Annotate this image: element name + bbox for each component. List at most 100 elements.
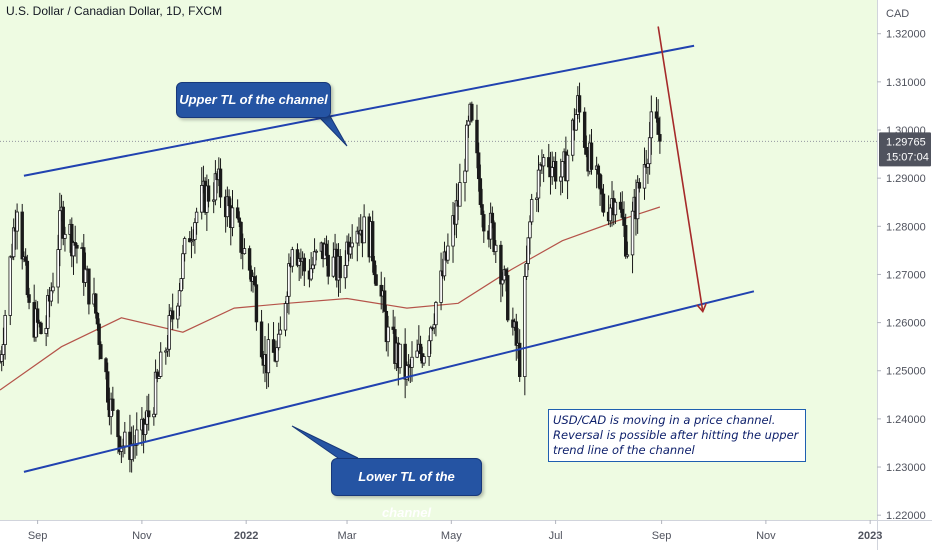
time-axis-label[interactable]: 2023 — [858, 530, 882, 542]
candle[interactable] — [271, 322, 276, 353]
candle[interactable] — [470, 101, 474, 123]
candle[interactable] — [499, 240, 503, 303]
candle[interactable] — [589, 128, 594, 175]
candle[interactable] — [560, 160, 565, 193]
candle[interactable] — [254, 275, 259, 331]
price-axis-label[interactable]: 1.24000 — [886, 414, 926, 426]
candle[interactable] — [170, 293, 175, 330]
candle[interactable] — [482, 210, 486, 243]
candle[interactable] — [283, 301, 288, 337]
price-axis-label[interactable]: 1.26000 — [886, 318, 926, 330]
candle[interactable] — [278, 316, 283, 335]
candle[interactable] — [446, 233, 450, 264]
candle[interactable] — [613, 199, 618, 224]
candle[interactable] — [312, 238, 317, 269]
candle[interactable] — [82, 234, 86, 296]
candle[interactable] — [642, 147, 647, 200]
upper-trendline[interactable] — [23, 44, 695, 177]
forecast-arrow[interactable] — [657, 26, 702, 310]
candle[interactable] — [11, 218, 16, 261]
candle[interactable] — [213, 160, 218, 206]
candle[interactable] — [167, 304, 171, 357]
candle[interactable] — [458, 163, 462, 207]
candle[interactable] — [206, 179, 211, 208]
candle[interactable] — [494, 240, 498, 264]
candle[interactable] — [362, 204, 366, 244]
lower-trendline-callout[interactable]: Lower TL of the channel — [331, 458, 482, 520]
candle[interactable] — [25, 254, 30, 298]
candle[interactable] — [111, 386, 115, 416]
candle[interactable] — [193, 218, 197, 254]
candle[interactable] — [625, 241, 630, 259]
candle[interactable] — [637, 178, 642, 193]
candle[interactable] — [658, 116, 662, 154]
candle[interactable] — [451, 201, 455, 263]
candle[interactable] — [27, 287, 31, 310]
candle[interactable] — [230, 190, 235, 237]
time-axis-label[interactable]: Jul — [549, 530, 563, 542]
candle[interactable] — [153, 359, 158, 418]
candle[interactable] — [182, 236, 187, 262]
candle[interactable] — [506, 267, 510, 323]
candle[interactable] — [529, 193, 534, 225]
candle[interactable] — [350, 224, 354, 259]
candle[interactable] — [49, 282, 53, 307]
candle[interactable] — [454, 183, 459, 239]
candle[interactable] — [314, 249, 318, 261]
lower-trendline[interactable] — [23, 290, 755, 473]
time-axis-label[interactable]: Mar — [338, 530, 357, 542]
candle[interactable] — [123, 421, 127, 455]
candle[interactable] — [601, 184, 606, 217]
candle[interactable] — [15, 203, 19, 250]
candle[interactable] — [106, 362, 110, 411]
candle[interactable] — [83, 252, 88, 287]
candle[interactable] — [63, 226, 67, 252]
candle[interactable] — [582, 107, 587, 155]
candle[interactable] — [536, 155, 541, 213]
candle[interactable] — [20, 203, 24, 270]
candle[interactable] — [235, 199, 240, 220]
candle[interactable] — [287, 253, 291, 315]
candle[interactable] — [403, 328, 407, 399]
candle[interactable] — [577, 82, 582, 123]
candle[interactable] — [147, 393, 151, 431]
candle[interactable] — [75, 242, 79, 264]
candle[interactable] — [398, 343, 402, 374]
candle[interactable] — [94, 292, 98, 319]
candle[interactable] — [463, 158, 467, 202]
current-price-label[interactable]: 1.29765 — [886, 136, 926, 148]
candle[interactable] — [386, 315, 390, 357]
candle[interactable] — [348, 236, 353, 259]
candle[interactable] — [541, 154, 546, 183]
candle[interactable] — [422, 353, 426, 366]
candle[interactable] — [176, 302, 180, 329]
candle[interactable] — [3, 309, 7, 360]
price-axis-label[interactable]: 1.29000 — [886, 173, 926, 185]
candle[interactable] — [528, 215, 532, 255]
price-axis-label[interactable]: 1.22000 — [886, 510, 926, 522]
candle[interactable] — [253, 267, 257, 287]
candle[interactable] — [141, 417, 146, 454]
candle[interactable] — [429, 325, 433, 354]
price-axis-label[interactable]: 1.32000 — [886, 29, 926, 41]
candle[interactable] — [87, 268, 91, 315]
price-axis-label[interactable]: 1.31000 — [886, 77, 926, 89]
time-axis-label[interactable]: May — [441, 530, 462, 542]
candle[interactable] — [550, 151, 554, 185]
time-axis-label[interactable]: 2022 — [234, 530, 258, 542]
candle[interactable] — [370, 210, 375, 273]
candle[interactable] — [116, 409, 120, 454]
candle[interactable] — [8, 255, 12, 326]
candle[interactable] — [302, 253, 307, 287]
candle[interactable] — [275, 340, 279, 367]
time-axis-label[interactable]: Sep — [652, 530, 672, 542]
candle[interactable] — [465, 120, 469, 173]
candle[interactable] — [35, 301, 40, 337]
candle[interactable] — [225, 186, 230, 227]
time-axis-label[interactable]: Sep — [28, 530, 48, 542]
candle[interactable] — [128, 414, 132, 473]
candle[interactable] — [200, 167, 204, 220]
candle[interactable] — [565, 149, 570, 200]
candle[interactable] — [475, 104, 479, 169]
price-axis-label[interactable]: 1.28000 — [886, 221, 926, 233]
